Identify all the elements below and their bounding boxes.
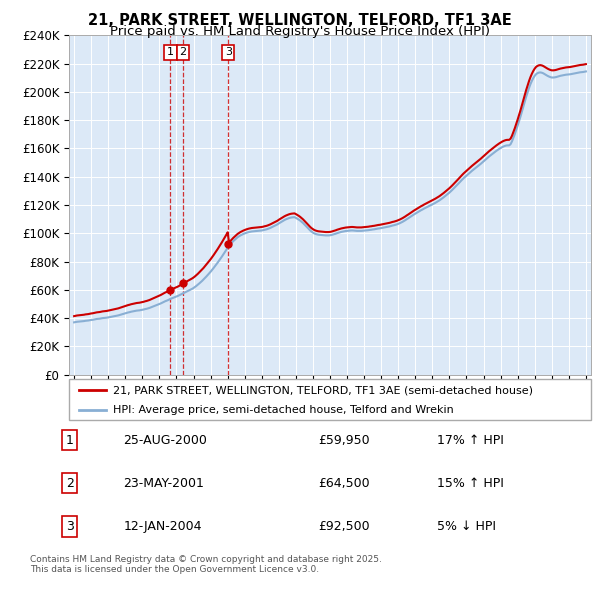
Text: 12-JAN-2004: 12-JAN-2004 xyxy=(124,520,202,533)
Text: 21, PARK STREET, WELLINGTON, TELFORD, TF1 3AE (semi-detached house): 21, PARK STREET, WELLINGTON, TELFORD, TF… xyxy=(113,385,533,395)
Text: 17% ↑ HPI: 17% ↑ HPI xyxy=(437,434,503,447)
Text: £64,500: £64,500 xyxy=(318,477,370,490)
Text: 21, PARK STREET, WELLINGTON, TELFORD, TF1 3AE: 21, PARK STREET, WELLINGTON, TELFORD, TF… xyxy=(88,13,512,28)
Text: Price paid vs. HM Land Registry's House Price Index (HPI): Price paid vs. HM Land Registry's House … xyxy=(110,25,490,38)
FancyBboxPatch shape xyxy=(69,379,591,420)
Text: Contains HM Land Registry data © Crown copyright and database right 2025.
This d: Contains HM Land Registry data © Crown c… xyxy=(30,555,382,574)
Text: 15% ↑ HPI: 15% ↑ HPI xyxy=(437,477,503,490)
Text: 3: 3 xyxy=(225,47,232,57)
Text: 2: 2 xyxy=(179,47,187,57)
Text: £92,500: £92,500 xyxy=(318,520,370,533)
Text: 3: 3 xyxy=(65,520,74,533)
Text: 1: 1 xyxy=(65,434,74,447)
Text: 25-AUG-2000: 25-AUG-2000 xyxy=(124,434,208,447)
Text: 23-MAY-2001: 23-MAY-2001 xyxy=(124,477,205,490)
Text: 5% ↓ HPI: 5% ↓ HPI xyxy=(437,520,496,533)
Text: £59,950: £59,950 xyxy=(318,434,370,447)
Text: HPI: Average price, semi-detached house, Telford and Wrekin: HPI: Average price, semi-detached house,… xyxy=(113,405,454,415)
Text: 2: 2 xyxy=(65,477,74,490)
Text: 1: 1 xyxy=(167,47,174,57)
